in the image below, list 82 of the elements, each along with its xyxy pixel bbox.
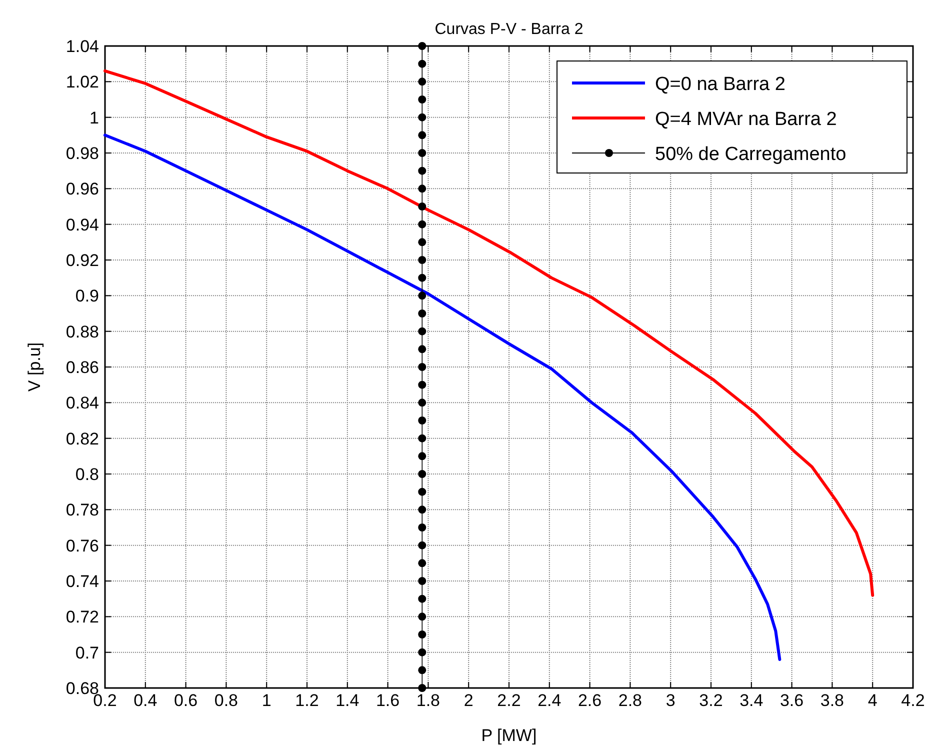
point	[418, 666, 426, 674]
point	[418, 274, 426, 282]
point	[418, 630, 426, 638]
point	[418, 96, 426, 104]
x-tick-label: 3.2	[699, 691, 723, 710]
point	[418, 398, 426, 407]
y-tick-label: 0.7	[75, 643, 99, 662]
y-tick-label: 0.94	[66, 215, 99, 234]
y-tick-label: 0.74	[66, 572, 99, 591]
point	[418, 131, 426, 140]
x-tick-label: 4.2	[901, 691, 925, 710]
point	[418, 202, 426, 210]
x-tick-label: 2.8	[618, 691, 642, 710]
line-series	[104, 69, 874, 597]
x-tick-label: 3.8	[820, 691, 844, 710]
y-tick-label: 0.88	[66, 322, 99, 342]
point	[418, 577, 426, 585]
legend-label: 50% de Carregamento	[655, 144, 846, 165]
point	[418, 452, 426, 460]
y-tick-label: 0.76	[66, 536, 99, 556]
y-tick-label: 1.02	[66, 72, 99, 92]
legend-label: Q=4 MVAr na Barra 2	[655, 109, 837, 130]
y-tick-label: 0.84	[66, 394, 99, 413]
y-axis-title: V [p.u]	[25, 342, 44, 392]
x-tick-label: 2.4	[538, 691, 562, 710]
point	[418, 327, 426, 336]
y-tick-label: 0.82	[66, 429, 99, 448]
point	[418, 292, 426, 300]
chart-title: Curvas P-V - Barra 2	[434, 21, 584, 38]
point	[418, 363, 426, 371]
x-tick-label: 2.2	[497, 691, 521, 710]
y-tick-label: 0.9	[75, 286, 99, 306]
point	[418, 238, 426, 246]
x-tick-label: 2	[464, 691, 474, 710]
x-tick-label: 0.4	[134, 691, 158, 710]
point	[418, 684, 426, 692]
point	[418, 416, 426, 424]
point	[418, 524, 426, 532]
x-tick-label: 1.2	[295, 691, 319, 710]
point	[418, 60, 426, 68]
x-tick-label: 3.6	[780, 691, 804, 710]
point	[418, 488, 426, 496]
x-tick-label: 0.8	[214, 691, 238, 710]
point	[418, 149, 426, 157]
point	[418, 506, 426, 514]
point	[418, 78, 426, 86]
y-tick-label: 1.04	[66, 37, 99, 56]
x-tick-label: 4	[868, 691, 878, 710]
y-tick-label: 1	[90, 108, 99, 128]
x-tick-label: 0.6	[174, 691, 198, 710]
y-tick-label: 0.72	[66, 608, 99, 627]
x-tick-label: 3.4	[740, 691, 764, 710]
y-tick-label: 0.78	[66, 500, 99, 520]
point	[418, 256, 426, 264]
point	[418, 648, 426, 656]
point	[418, 380, 426, 389]
legend-label: Q=0 na Barra 2	[655, 74, 786, 95]
x-tick-label: 1.6	[376, 691, 400, 710]
point	[418, 470, 426, 478]
y-tick-label: 0.98	[66, 144, 99, 163]
point	[418, 345, 426, 354]
x-tick-label: 3	[666, 691, 676, 710]
x-tick-label: 1.4	[336, 691, 360, 710]
x-tick-label: 2.6	[578, 691, 602, 710]
point	[418, 434, 426, 442]
point	[418, 594, 426, 603]
y-tick-label: 0.86	[66, 358, 99, 377]
point	[418, 541, 426, 550]
point	[418, 310, 426, 318]
x-tick-label: 1.8	[416, 691, 440, 710]
point	[418, 42, 426, 50]
x-axis-title: P [MW]	[481, 726, 537, 745]
y-tick-label: 0.96	[66, 180, 99, 199]
point	[418, 166, 426, 175]
point	[418, 184, 426, 193]
y-tick-label: 0.8	[75, 465, 99, 484]
point	[418, 612, 426, 621]
point	[418, 220, 426, 228]
point	[418, 113, 426, 122]
x-tick-label: 1	[262, 691, 272, 710]
point	[418, 559, 426, 568]
y-tick-label: 0.92	[66, 251, 99, 270]
